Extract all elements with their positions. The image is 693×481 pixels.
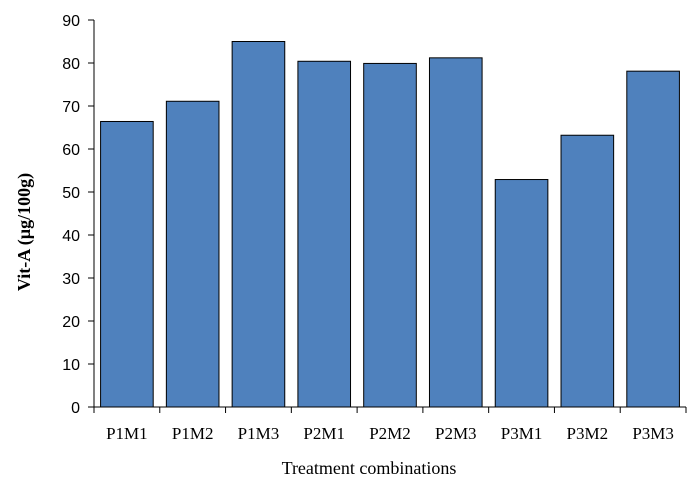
- bar-p2m2: [363, 62, 417, 408]
- x-tick-label-p3m3: P3M3: [632, 424, 674, 443]
- y-tick-label: 70: [62, 99, 80, 116]
- x-tick-label-p3m2: P3M2: [567, 424, 609, 443]
- axes-layer: [93, 20, 686, 408]
- y-tick-label: 0: [71, 400, 80, 417]
- bar-p3m3: [626, 70, 680, 408]
- bar-p3m1: [494, 179, 549, 408]
- y-axis-title: Vit-A (µg/100g): [14, 173, 35, 291]
- x-tick-label-p1m3: P1M3: [238, 424, 280, 443]
- y-ticks-layer: 0 10 20 30 40 50 60 70 80 90: [62, 13, 94, 417]
- bar-p2m3: [428, 57, 483, 408]
- x-ticks-layer: P1M1 P1M2 P1M3 P2M1 P2M2 P2M3 P3M1 P3M2 P3M3: [93, 407, 687, 443]
- y-tick-label: 90: [62, 13, 80, 30]
- bar-p1m3: [231, 41, 286, 408]
- bar-p2m1: [297, 60, 352, 408]
- x-tick-label-p2m2: P2M2: [369, 424, 411, 443]
- x-axis-title: Treatment combinations: [282, 458, 457, 478]
- y-tick-label: 30: [62, 271, 80, 288]
- y-tick-label: 60: [62, 142, 80, 159]
- bar-p1m1: [100, 120, 154, 408]
- bar-p1m2: [165, 100, 220, 408]
- x-tick-label-p1m1: P1M1: [106, 424, 148, 443]
- x-tick-label-p1m2: P1M2: [172, 424, 214, 443]
- bar-p3m2: [560, 134, 615, 408]
- y-tick-label: 50: [62, 185, 80, 202]
- y-tick-label: 10: [62, 357, 80, 374]
- y-tick-label: 80: [62, 56, 80, 73]
- x-tick-label-p2m3: P2M3: [435, 424, 477, 443]
- bars-layer: [100, 41, 680, 408]
- x-tick-label-p3m1: P3M1: [501, 424, 543, 443]
- y-tick-label: 40: [62, 228, 80, 245]
- x-tick-label-p2m1: P2M1: [303, 424, 345, 443]
- y-tick-label: 20: [62, 314, 80, 331]
